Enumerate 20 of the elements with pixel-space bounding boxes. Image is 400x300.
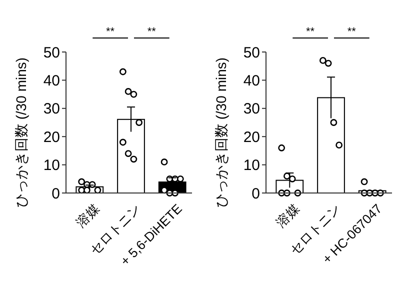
y-tick-label: 40 [43, 72, 60, 90]
text: ** [147, 26, 157, 38]
y-axis-title: ひっかき回数 (/30 mins) [13, 57, 29, 208]
y-axis-title: ひっかき回数 (/30 mins) [213, 57, 229, 208]
text: ** [347, 26, 357, 38]
y-tick-label: 30 [243, 100, 260, 118]
y-tick-label: 10 [43, 157, 60, 174]
text: ** [306, 26, 316, 38]
y-tick-label: 40 [243, 72, 260, 90]
x-tick-label: 溶媒 [73, 200, 102, 230]
y-tick-label: 20 [43, 128, 60, 146]
x-tick-label: 溶媒 [273, 200, 302, 230]
y-tick-label: 30 [43, 100, 60, 118]
y-tick-label: 50 [43, 44, 60, 62]
text: ** [106, 26, 116, 38]
y-tick-label: 20 [243, 128, 260, 146]
y-tick-label: 0 [52, 185, 60, 202]
y-tick-label: 50 [243, 44, 260, 62]
y-tick-label: 0 [252, 185, 260, 202]
y-tick-label: 10 [243, 157, 260, 174]
